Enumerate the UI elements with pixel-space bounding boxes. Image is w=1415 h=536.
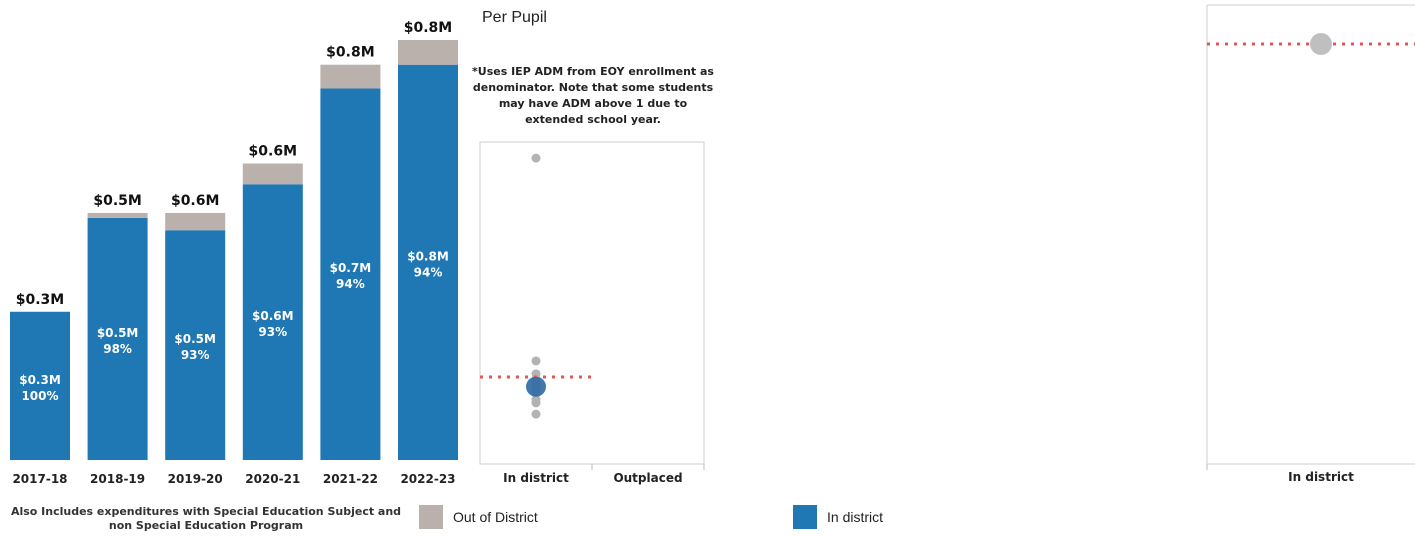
bar-out-of-district [398,40,458,65]
x-tick-label: 2018-19 [90,472,145,486]
bar-percent-label: 98% [103,342,132,356]
category-label: In district [1288,470,1354,484]
bar-out-of-district [87,212,148,218]
per-pupil-strip-chart: In district Outplaced [479,141,705,485]
per-pupil-title: Per Pupil [482,9,547,26]
peer-point [531,409,541,419]
category-label: Outplaced [613,471,682,485]
peer-point [531,398,541,408]
bar-total-label: $0.5M [93,193,141,209]
bar-in-district [87,217,148,460]
right-strip-chart: In district [1206,4,1415,484]
highlight-point [526,376,546,397]
bar-value-label: $0.7M [330,261,372,275]
x-tick-label: 2021-22 [323,472,378,486]
bar-percent-label: 94% [414,265,443,279]
plot-frame [479,141,705,465]
bar-value-label: $0.3M [19,373,61,387]
legend-swatch-out-of-district [419,505,443,529]
x-tick-label: 2022-23 [400,472,455,486]
bar-percent-label: 100% [21,389,58,403]
bar-total-label: $0.3M [16,292,64,308]
legend-item-out-of-district[interactable]: Out of District [419,505,538,529]
stacked-bar-chart: $0.3M 100% $0.3M 2017-18 $0.5M 98% $0.5M 2018-1… [10,20,458,486]
peer-point [531,356,541,366]
bar-in-district [10,311,70,460]
x-tick-label: 2017-18 [12,472,67,486]
bar-value-label: $0.8M [407,249,449,263]
bar-total-label: $0.6M [171,193,219,209]
bar-value-label: $0.5M [174,332,216,346]
bar-in-district [165,230,226,460]
legend-label-in-district: In district [827,509,884,525]
bar-total-label: $0.6M [249,144,297,160]
bar-total-label: $0.8M [404,20,452,36]
bar-value-label: $0.6M [252,309,294,323]
legend-label-out-of-district: Out of District [453,509,538,525]
bar-percent-label: 93% [181,348,210,362]
bar-value-label: $0.5M [97,326,139,340]
bar-in-district [320,88,381,461]
bar-in-district [242,184,303,460]
bar-total-label: $0.8M [326,45,374,61]
bar-in-district [398,64,458,461]
bar-percent-label: 93% [258,325,287,339]
category-label: In district [503,471,569,485]
bar-out-of-district [320,64,381,89]
peer-point [531,153,541,163]
x-tick-label: 2019-20 [168,472,223,486]
highlight-point [1310,33,1332,56]
denominator-note: *Uses IEP ADM from EOY enrollment as den… [472,65,714,126]
footnote: Also Includes expenditures with Special … [10,505,402,532]
legend-swatch-in-district [793,505,817,529]
x-tick-label: 2020-21 [245,472,300,486]
legend-item-in-district[interactable]: In district [793,505,883,529]
bar-out-of-district [165,212,226,231]
bar-out-of-district [242,163,303,185]
bar-percent-label: 94% [336,277,365,291]
